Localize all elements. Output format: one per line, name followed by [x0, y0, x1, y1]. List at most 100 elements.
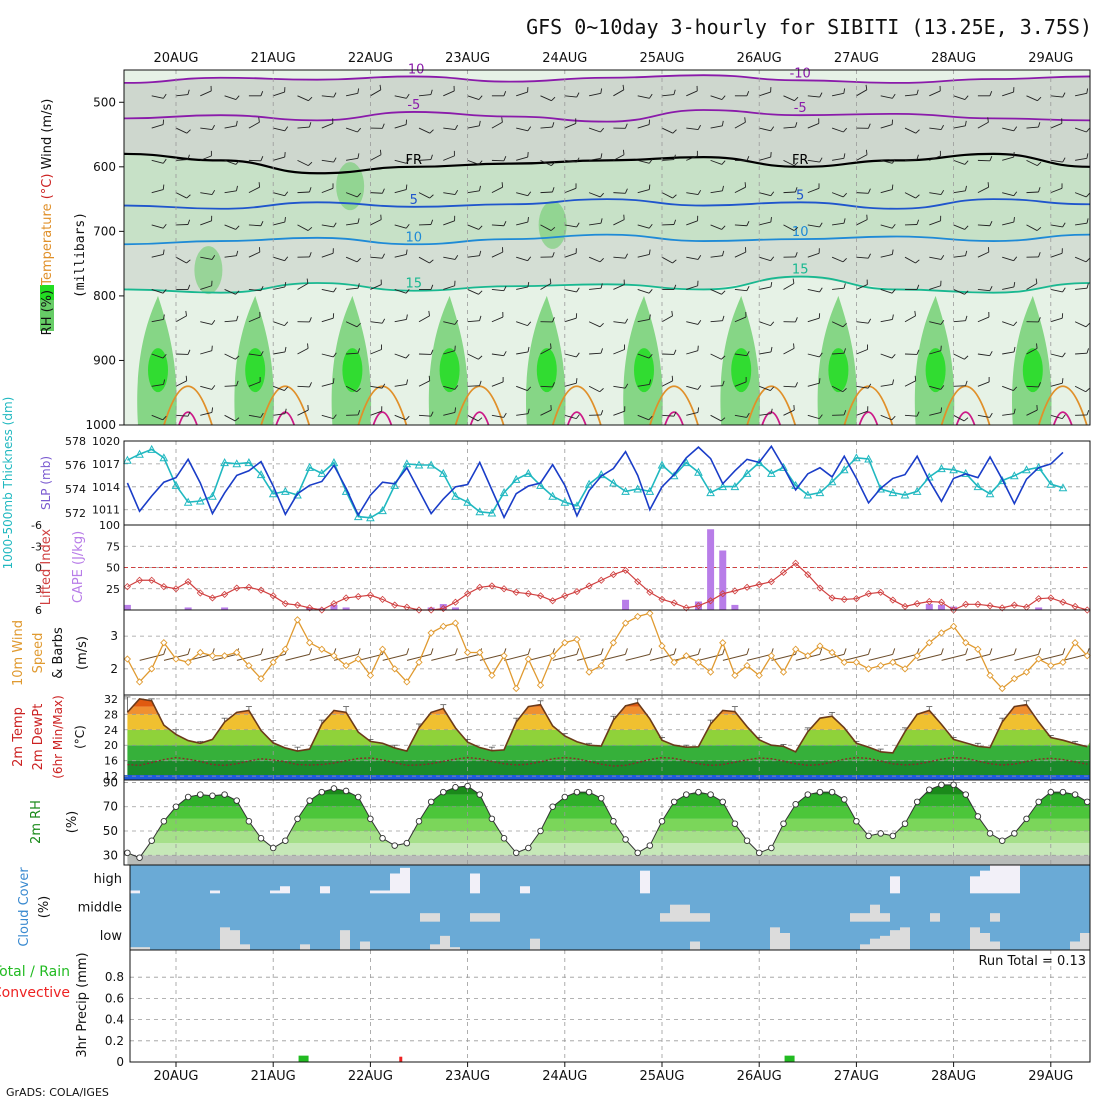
wind-barb — [443, 321, 456, 325]
wind-barb-flag — [356, 323, 361, 328]
wind-barb — [807, 414, 820, 420]
rh-marker — [889, 832, 897, 840]
rh-marker — [998, 837, 1006, 844]
rh-marker — [816, 788, 824, 796]
wind-barb — [370, 192, 383, 194]
wind-barb — [394, 124, 407, 129]
cloud-gap — [390, 873, 400, 894]
wind-speed-marker — [561, 639, 569, 647]
wind-speed-marker — [536, 681, 545, 689]
axis-label-part: 10m Wind — [11, 620, 26, 686]
wind-barb-flag — [964, 95, 969, 100]
lifted-index-marker — [378, 595, 387, 603]
wind-barb-flag — [964, 355, 969, 360]
wind-barb-flag — [1036, 226, 1042, 231]
rh-marker — [707, 791, 714, 798]
wind-barb — [856, 89, 868, 97]
wind-barb-flag — [964, 120, 967, 126]
cloud-gap — [770, 927, 780, 950]
wind-barb — [589, 222, 602, 226]
isotherm-line — [123, 233, 1091, 246]
thickness-marker — [572, 501, 582, 510]
wind-barb-flag — [381, 123, 385, 129]
wind-barb — [977, 186, 989, 194]
isotherm-warm-arc — [746, 385, 797, 426]
wind-barb — [783, 283, 795, 290]
wind-barb — [346, 287, 359, 290]
surface-wind-barb — [309, 653, 334, 661]
wind-barb — [394, 254, 407, 258]
wind-barb-flag — [915, 259, 920, 264]
wind-barb-flag — [649, 379, 652, 385]
wind-speed-marker — [694, 658, 703, 666]
pressure-ylabel: (millibars) — [73, 212, 88, 298]
wind-barb — [175, 414, 189, 417]
lifted-index-marker — [269, 592, 277, 600]
wind-barb — [443, 256, 456, 260]
surface-wind-barb — [771, 653, 796, 661]
rh-marker — [476, 791, 484, 798]
lifted-index-marker — [779, 568, 788, 577]
thickness-marker — [609, 478, 618, 487]
wind-barb — [394, 224, 407, 229]
lifted-index-marker — [621, 566, 630, 574]
rh-marker — [877, 830, 884, 837]
cloud-gap — [210, 890, 220, 894]
wind-barb — [856, 154, 868, 161]
wind-barb — [734, 353, 747, 357]
wind-barb-flag — [260, 90, 264, 96]
wind-barb — [394, 318, 407, 323]
wind-speed-marker — [306, 639, 314, 647]
isotherm-line — [123, 198, 1091, 210]
lifted-index-marker — [1035, 595, 1043, 603]
rh-marker — [986, 830, 994, 837]
wind-barb-flag — [989, 351, 993, 356]
wind-barb — [224, 95, 237, 100]
wind-barb-flag — [770, 321, 775, 326]
isotherm-line — [123, 74, 1091, 84]
wind-barb — [491, 186, 503, 194]
rh-marker — [853, 818, 860, 825]
wind-speed-marker — [634, 612, 642, 621]
wind-barb-flag — [1036, 343, 1038, 349]
ytick-label: 0.8 — [105, 970, 124, 984]
wind10m-panel: 2 3 10m Wind Speed & Barbs (m/s) — [11, 609, 1091, 696]
cloud-layer-label: middle — [78, 901, 122, 916]
cloud-gap — [440, 935, 450, 950]
wind-barb — [321, 353, 334, 358]
surface-wind-barb-flag — [722, 648, 726, 655]
wind-barb — [224, 320, 237, 323]
wind-barb — [224, 224, 236, 230]
wind-barb-flag — [672, 259, 677, 264]
wind-barb-flag — [549, 278, 552, 284]
wind-speed-marker — [293, 616, 302, 624]
wind-speed-marker — [840, 658, 848, 666]
wind-barb-flag — [163, 314, 165, 320]
wind-barb — [832, 287, 845, 290]
cape-bar — [123, 604, 131, 610]
wind-barb-flag — [624, 383, 629, 389]
wind-barb — [321, 317, 334, 323]
wind-barb-flag — [915, 194, 920, 199]
wind-barb-flag — [406, 314, 408, 320]
cloud-gap — [670, 904, 680, 922]
wind-barb — [540, 409, 552, 416]
wind-barb — [321, 289, 334, 293]
surface-wind-barb — [892, 653, 918, 661]
wind-barb — [564, 289, 577, 293]
wind-barb-flag — [744, 182, 747, 188]
rh-marker — [1047, 788, 1055, 796]
wind-barb — [929, 411, 942, 416]
lifted-index-marker — [573, 588, 581, 596]
wind-barb — [443, 385, 456, 390]
wind-barb-flag — [501, 182, 504, 188]
rh-band-low — [124, 234, 1090, 293]
wind-barb — [734, 121, 746, 129]
wind-barb-flag — [333, 92, 337, 98]
wind-barb-flag — [501, 117, 503, 123]
wind-barb-flag — [163, 379, 166, 385]
wind-barb — [880, 95, 893, 99]
wind-barb-flag — [356, 192, 361, 198]
wind-barb — [953, 224, 965, 230]
rh-blob — [538, 200, 567, 249]
